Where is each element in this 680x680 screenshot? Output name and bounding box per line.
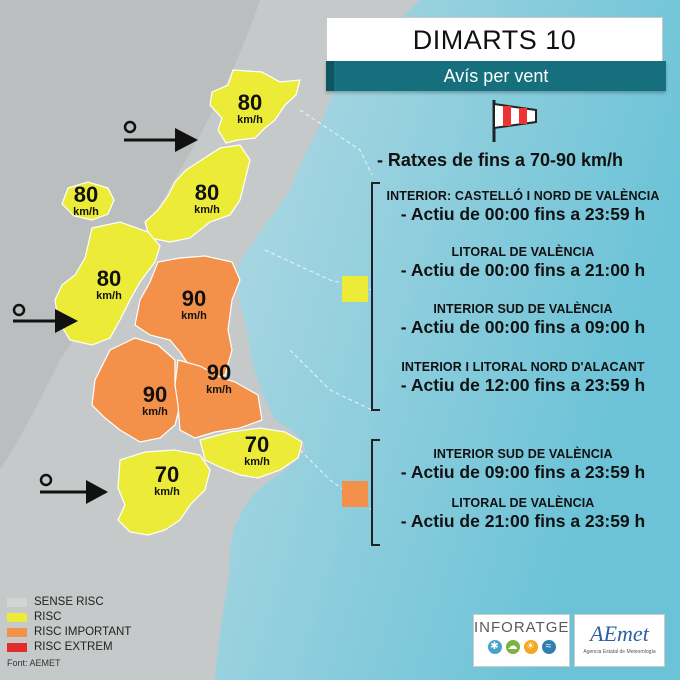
region-valencia-nw	[54, 221, 161, 346]
map-label-valencia-litoral: 90 km/h	[181, 286, 207, 323]
zone-name: INTERIOR I LITORAL NORD D'ALACANT	[401, 360, 645, 374]
map-label-valencia-sud-lit: 90 km/h	[206, 360, 232, 397]
snowflake-icon: ✱	[487, 640, 502, 654]
zone-name: LITORAL DE VALÈNCIA	[451, 496, 595, 510]
cloud-icon: ☁	[505, 640, 520, 654]
legend-swatch	[7, 642, 27, 652]
region-castello-interior	[144, 144, 251, 243]
zone-time: - Actiu de 00:00 fins a 09:00 h	[400, 317, 646, 337]
orange-zone-2: LITORAL DE VALÈNCIA - Actiu de 21:00 fin…	[378, 496, 668, 532]
risc-swatch	[342, 276, 368, 302]
zone-time: - Actiu de 09:00 fins a 23:59 h	[400, 462, 646, 482]
wind-arrow-north-icon	[123, 120, 137, 134]
page-title: DIMARTS 10	[326, 17, 663, 63]
zone-time: - Actiu de 21:00 fins a 23:59 h	[400, 511, 646, 531]
yellow-zone-2: LITORAL DE VALÈNCIA - Actiu de 00:00 fin…	[378, 245, 668, 281]
region-north-castello	[209, 69, 301, 144]
zone-name: INTERIOR SUD DE VALÈNCIA	[433, 447, 613, 461]
sun-icon: ☀	[523, 640, 538, 654]
legend-risc: RISC	[7, 611, 61, 623]
region-valencia-sud-int	[91, 337, 181, 443]
risc-regions	[54, 69, 303, 536]
map-label-alacant-nord: 70 km/h	[244, 432, 270, 469]
legend-label: SENSE RISC	[34, 596, 104, 608]
page-subtitle: Avís per vent	[326, 61, 666, 91]
zone-time: - Actiu de 00:00 fins a 21:00 h	[400, 260, 646, 280]
risc-important-regions	[91, 255, 263, 443]
legend-swatch	[7, 597, 27, 607]
yellow-zone-1: INTERIOR: CASTELLÓ I NORD DE VALÈNCIA - …	[378, 189, 668, 225]
inforatge-logo: INFORATGE ✱ ☁ ☀ ≈	[473, 614, 570, 667]
yellow-zone-4: INTERIOR I LITORAL NORD D'ALACANT - Acti…	[378, 360, 668, 396]
zone-name: INTERIOR SUD DE VALÈNCIA	[433, 302, 613, 316]
aemet-logo-text: AEmet	[590, 621, 649, 646]
map-label-valencia-sud-int: 90 km/h	[142, 382, 168, 419]
source-text: Font: AEMET	[7, 658, 61, 668]
gust-line: - Ratxes de fins a 70-90 km/h	[376, 150, 624, 170]
wind-arrows	[12, 120, 198, 504]
legend-swatch	[7, 627, 27, 637]
wind-arrow-south-icon	[39, 473, 53, 487]
region-alacant-interior	[117, 449, 211, 536]
aemet-logo-subtitle: Agencia Estatal de Meteorología	[583, 649, 656, 655]
legend-label: RISC	[34, 611, 62, 623]
map-label-castello: 80 km/h	[194, 180, 220, 217]
map-label-valencia-nw: 80 km/h	[96, 266, 122, 303]
inforatge-icons: ✱ ☁ ☀ ≈	[474, 640, 569, 654]
subtitle-text: Avís per vent	[443, 65, 549, 86]
region-alacant-nord	[199, 427, 303, 479]
map-label-alacant-interior: 70 km/h	[154, 462, 180, 499]
yellow-bracket	[371, 182, 380, 411]
map-label-ademuz: 80 km/h	[73, 182, 99, 219]
legend-risc-extrem: RISC EXTREM	[7, 641, 113, 653]
orange-bracket	[371, 439, 380, 546]
wind-icon: ≈	[541, 640, 556, 654]
zone-name: LITORAL DE VALÈNCIA	[451, 245, 595, 259]
inforatge-logo-text: INFORATGE	[474, 619, 570, 636]
zone-name: INTERIOR: CASTELLÓ I NORD DE VALÈNCIA	[386, 189, 660, 203]
legend-label: RISC IMPORTANT	[34, 626, 132, 638]
zone-time: - Actiu de 00:00 fins a 23:59 h	[400, 204, 646, 224]
region-valencia-sud-lit	[174, 359, 263, 439]
legend-risc-important: RISC IMPORTANT	[7, 626, 131, 638]
yellow-zone-3: INTERIOR SUD DE VALÈNCIA - Actiu de 00:0…	[378, 302, 668, 338]
legend-sense-risc: SENSE RISC	[7, 596, 104, 608]
risc-important-swatch	[342, 481, 368, 507]
aemet-logo: AEmet Agencia Estatal de Meteorología	[574, 614, 665, 667]
region-rincon-ademuz	[61, 181, 115, 221]
wind-arrow-west-icon	[12, 303, 26, 317]
windsock-icon	[492, 100, 537, 142]
orange-zone-1: INTERIOR SUD DE VALÈNCIA - Actiu de 09:0…	[378, 447, 668, 483]
zone-time: - Actiu de 12:00 fins a 23:59 h	[400, 375, 646, 395]
legend-swatch	[7, 612, 27, 622]
map-label-north: 80 km/h	[237, 90, 263, 127]
legend-label: RISC EXTREM	[34, 641, 113, 653]
